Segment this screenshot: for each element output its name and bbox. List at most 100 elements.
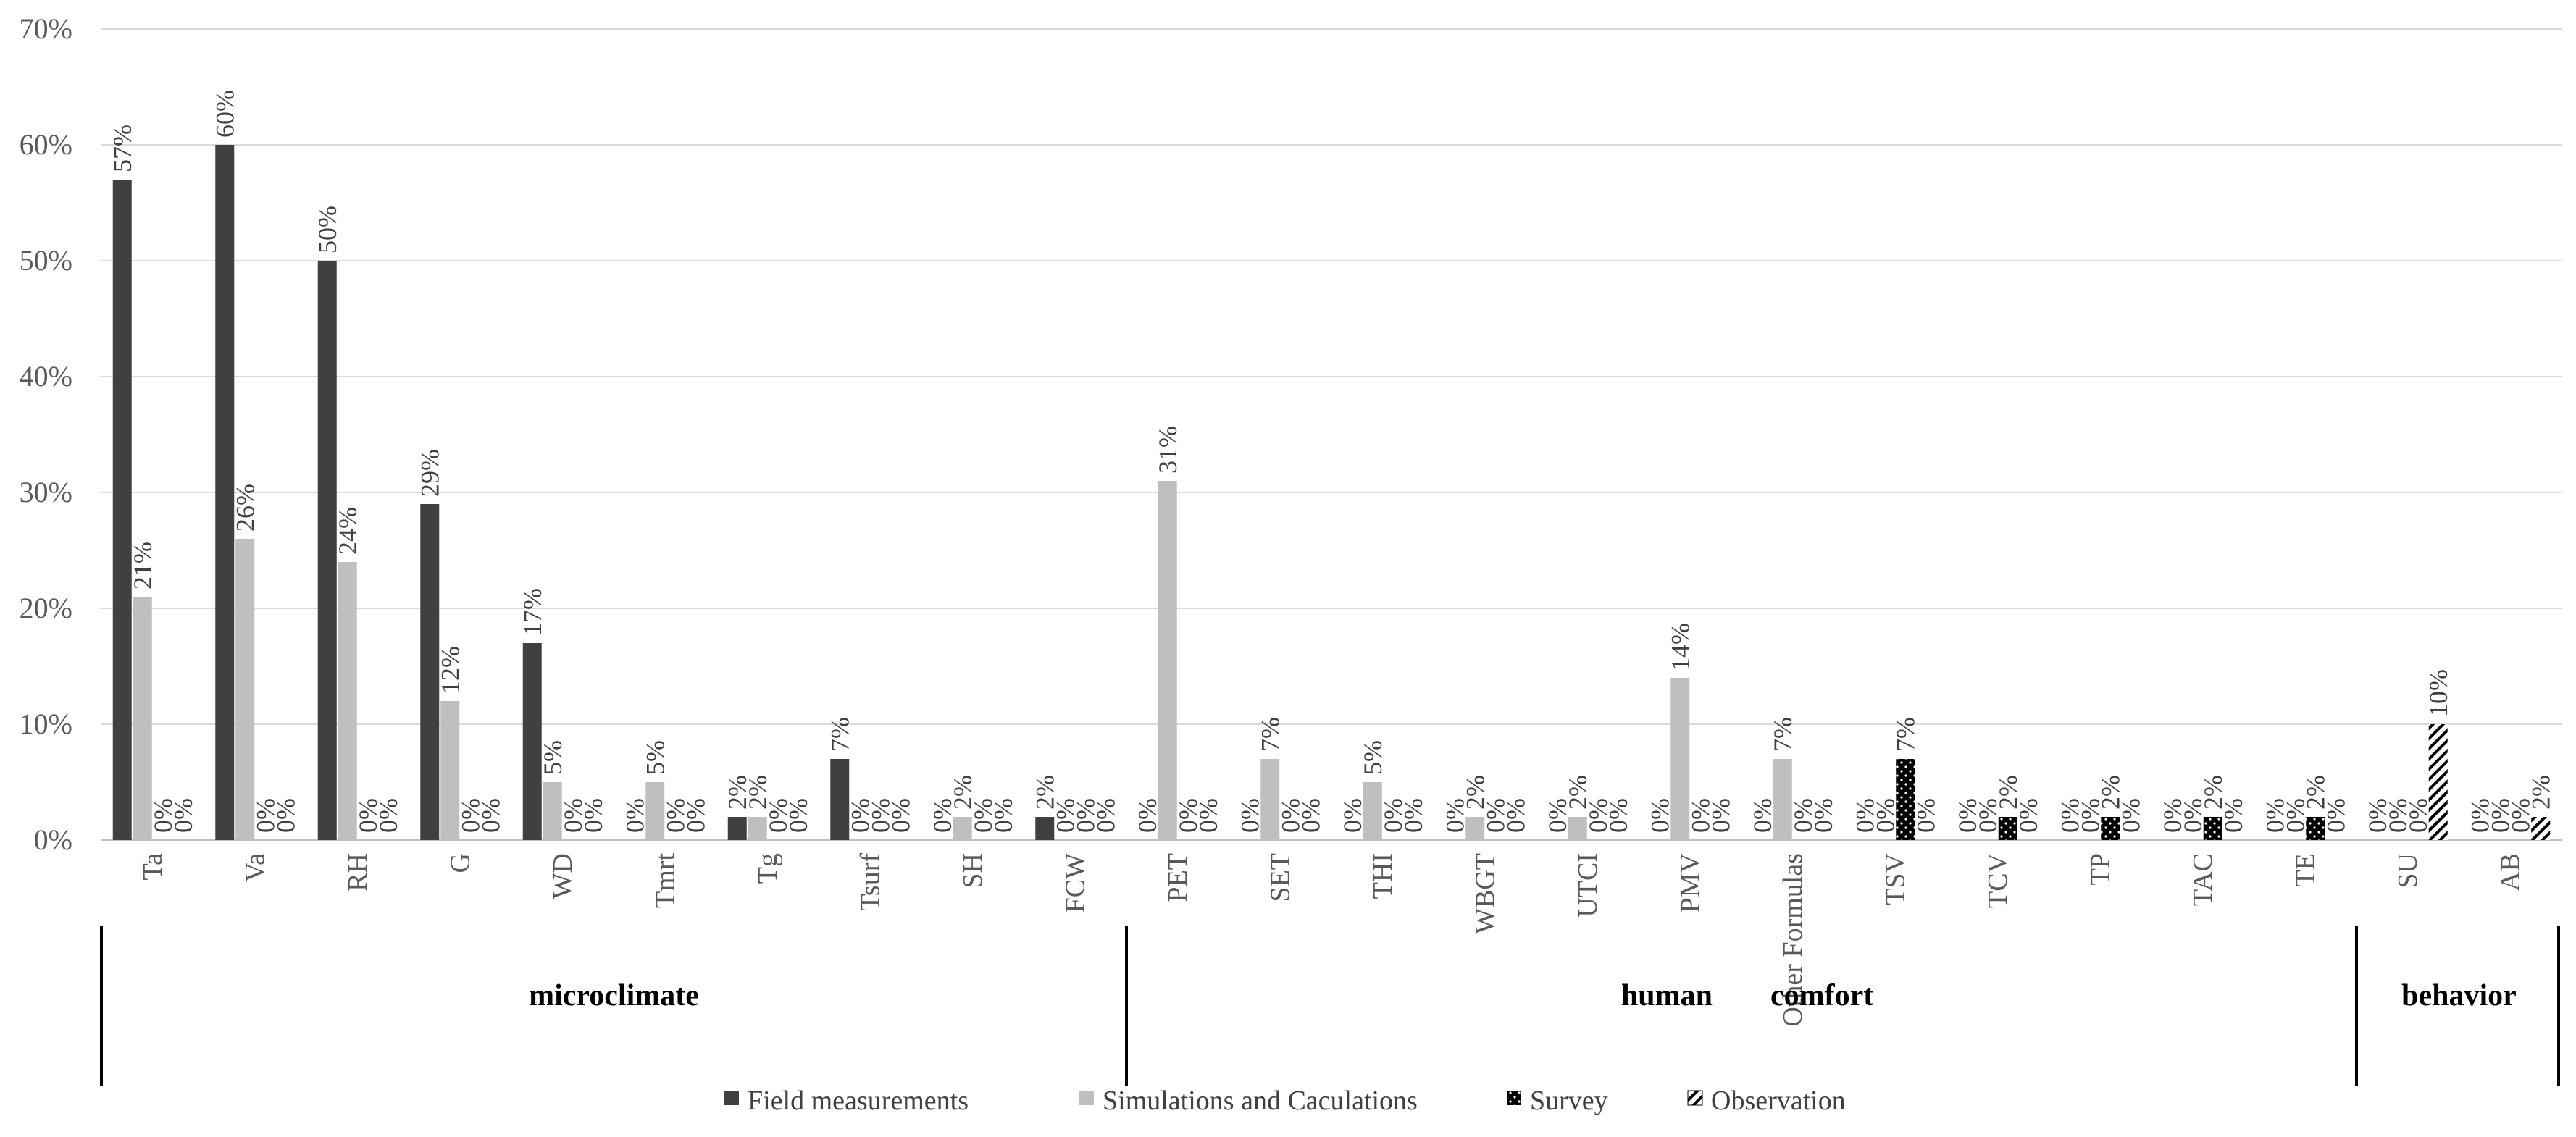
category-label: TE xyxy=(2290,853,2320,886)
legend-label: Field measurements xyxy=(748,1086,969,1116)
data-label: 0% xyxy=(2383,798,2412,833)
category-label: RH xyxy=(343,853,373,891)
category-label: FCW xyxy=(1060,853,1090,912)
legend-swatch xyxy=(1079,1091,1094,1105)
category-label: UTCI xyxy=(1573,853,1603,918)
legend-swatch xyxy=(724,1091,739,1105)
bar xyxy=(133,597,152,840)
data-label: 0% xyxy=(2260,798,2289,833)
data-label: 12% xyxy=(435,646,464,694)
group-label: microclimate xyxy=(529,979,699,1012)
data-label: 0% xyxy=(866,798,895,833)
data-label: 0% xyxy=(476,798,505,833)
category-label: SET xyxy=(1265,853,1295,902)
data-label: 7% xyxy=(1255,717,1284,752)
data-label: 0% xyxy=(1338,798,1367,833)
data-label: 0% xyxy=(271,798,300,833)
data-labels: 57%21%0%0%60%26%0%0%50%24%0%0%29%12%0%0%… xyxy=(108,90,2556,833)
data-label: 0% xyxy=(1379,798,1408,833)
data-label: 0% xyxy=(1973,798,2002,833)
data-label: 0% xyxy=(2116,798,2145,833)
data-label: 0% xyxy=(1174,798,1203,833)
data-label: 2% xyxy=(1030,775,1059,810)
data-label: 26% xyxy=(230,484,259,532)
data-label: 0% xyxy=(1235,798,1264,833)
data-label: 57% xyxy=(108,125,137,172)
category-label: PET xyxy=(1163,853,1193,902)
category-label: THI xyxy=(1368,853,1398,899)
data-label: 0% xyxy=(1809,798,1838,833)
data-label: 17% xyxy=(518,588,547,636)
data-label: 0% xyxy=(1399,798,1428,833)
data-label: 2% xyxy=(723,775,752,810)
data-label: 0% xyxy=(1091,798,1120,833)
data-label: 0% xyxy=(1071,798,1100,833)
data-label: 0% xyxy=(1789,798,1818,833)
group-label: behavior xyxy=(2401,979,2517,1012)
data-label: 0% xyxy=(1748,798,1777,833)
bar xyxy=(1896,759,1915,840)
data-label: 50% xyxy=(313,206,342,253)
data-label: 0% xyxy=(1686,798,1715,833)
category-label: Other Formulas xyxy=(1778,853,1808,1027)
bar xyxy=(543,782,562,840)
bar xyxy=(317,261,337,840)
data-label: 0% xyxy=(1911,798,1940,833)
x-axis-categories: Ta Va RH G WD Tmrt Tg Tsurf SH FCW PET SET THI WBGT UT… xyxy=(138,852,2526,1026)
data-label: 2% xyxy=(1994,775,2023,810)
data-label: 14% xyxy=(1665,623,1694,671)
bar xyxy=(1158,481,1177,840)
data-label: 2% xyxy=(2199,775,2228,810)
category-label: WBGT xyxy=(1470,853,1500,934)
category-label: Tsurf xyxy=(855,853,885,911)
data-label: 0% xyxy=(2485,798,2514,833)
data-label: 0% xyxy=(2075,798,2104,833)
bar xyxy=(440,701,460,840)
bar xyxy=(748,817,767,840)
bar xyxy=(2203,817,2222,840)
data-label: 5% xyxy=(538,740,567,775)
gridlines xyxy=(101,28,2562,841)
y-tick-label: 70% xyxy=(20,12,72,45)
data-label: 5% xyxy=(1358,740,1387,775)
bars xyxy=(112,145,2551,840)
bar xyxy=(1998,817,2017,840)
data-label: 2% xyxy=(948,775,977,810)
data-label: 0% xyxy=(1604,798,1633,833)
data-label: 0% xyxy=(559,798,587,833)
category-label: TP xyxy=(2085,853,2115,885)
data-label: 0% xyxy=(1050,798,1079,833)
bar xyxy=(1465,817,1485,840)
data-label: 0% xyxy=(886,798,915,833)
bar xyxy=(1035,817,1055,840)
legend-label: Observation xyxy=(1711,1086,1846,1116)
bar xyxy=(953,817,972,840)
data-label: 0% xyxy=(845,798,874,833)
data-label: 0% xyxy=(456,798,485,833)
data-label: 0% xyxy=(1133,798,1162,833)
data-label: 0% xyxy=(1440,798,1469,833)
data-label: 2% xyxy=(1563,775,1592,810)
data-label: 0% xyxy=(1296,798,1325,833)
y-tick-label: 40% xyxy=(20,360,72,393)
bar xyxy=(1260,759,1280,840)
data-label: 60% xyxy=(210,90,239,138)
legend: Field measurements Simulations and Cacula… xyxy=(724,1086,1846,1116)
category-label: TSV xyxy=(1880,852,1910,905)
data-label: 0% xyxy=(661,798,690,833)
group-label: comfort xyxy=(1770,979,1873,1012)
data-label: 0% xyxy=(1645,798,1674,833)
category-label: SU xyxy=(2393,853,2423,889)
data-label: 0% xyxy=(681,798,710,833)
data-label: 0% xyxy=(1870,798,1899,833)
data-label: 10% xyxy=(2424,669,2453,717)
data-label: 0% xyxy=(2055,798,2084,833)
category-label: Tmrt xyxy=(650,853,680,908)
bar xyxy=(2101,817,2120,840)
bar xyxy=(2531,817,2551,840)
data-label: 0% xyxy=(354,798,382,833)
data-label: 2% xyxy=(2526,775,2555,810)
data-label: 0% xyxy=(764,798,793,833)
data-label: 0% xyxy=(1706,798,1735,833)
